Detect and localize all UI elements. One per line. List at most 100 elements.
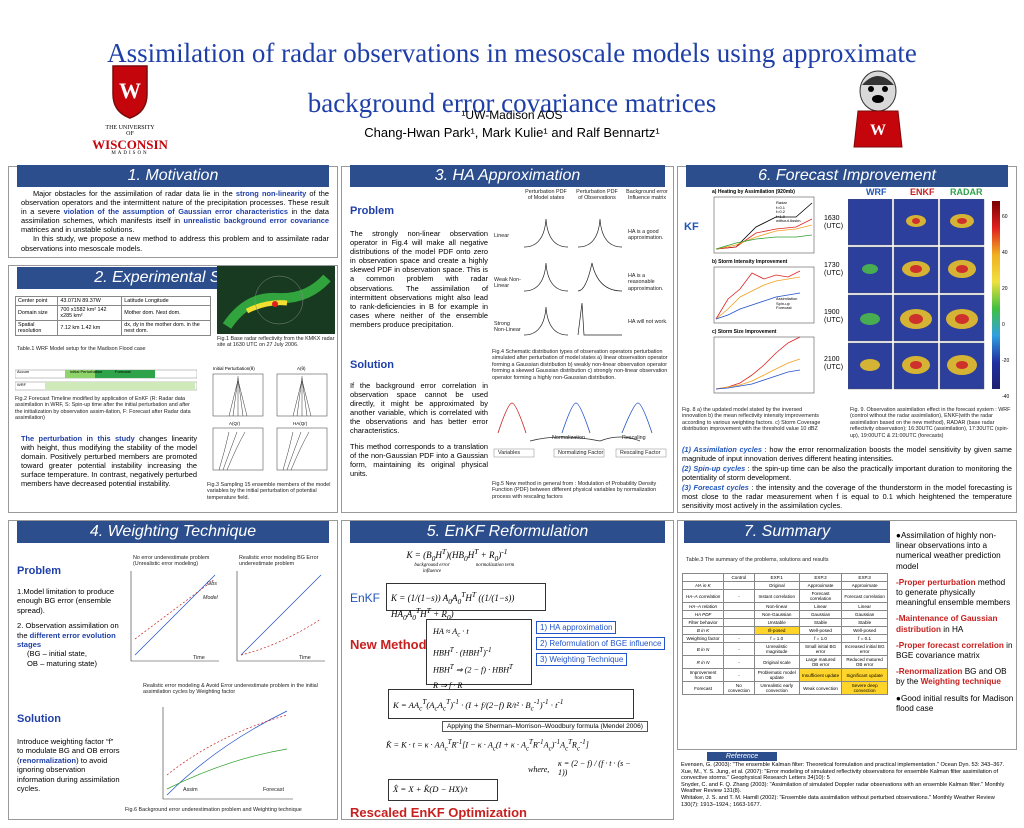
svg-text:W: W (119, 78, 141, 103)
pdf-distribution-figure: Perturbation PDF of Model states Perturb… (494, 189, 672, 347)
text-run: BG and OB by the (896, 667, 1007, 687)
logo-text-of: OF (126, 131, 134, 138)
table-cell: dx, dy in the mother dom. in the nest do… (121, 320, 211, 336)
reference-list: Evensen, G. (2003): "The ensemble Kalman… (681, 762, 1013, 808)
panel-label: a) Heating by Assimilation (920mb) (712, 189, 795, 195)
highlight-text: violation of the assumption of Gaussian … (63, 207, 288, 217)
table-cell (723, 626, 755, 635)
table-cell: Spatial resolution (14, 320, 59, 336)
solution-heading: Solution (17, 713, 61, 725)
column-label: Background error Influence matrix (626, 189, 668, 202)
table-row: B in K Ill-posed Well-posed Well-posed (681, 626, 888, 635)
mascot-badger-icon: W (848, 65, 908, 155)
table-row: Forecast No convection Unrealistic early c… (681, 681, 888, 695)
where-label: where, (528, 765, 550, 774)
fig9-caption: Fig. 9. Observation assimilation effect … (850, 407, 1011, 439)
axis-label: Time (299, 655, 311, 661)
text-run: : how the error renormalization boosts t… (682, 445, 1012, 464)
forecast-text: (1) Assimilation cycles : how the error … (682, 445, 1012, 511)
equation-label: normalization term (475, 563, 515, 568)
highlight-text: -Proper forecast correlation (896, 640, 1004, 650)
highlight-text: different error evolution stages (17, 630, 116, 650)
table-cell: Significant update (841, 668, 888, 682)
table-cell: Severe deep convection (841, 681, 888, 695)
highlight-text: The perturbation in this study (21, 434, 135, 443)
table-cell: Domain size (14, 305, 59, 321)
section-motivation: 1. Motivation Major obstacles for the as… (8, 165, 338, 258)
normalization-figure: Normalization Rescaling Variables Normal… (492, 393, 672, 479)
colorbar-tick: 60 (1002, 214, 1008, 220)
table-cell: Forecast correlation (841, 589, 888, 603)
table-cell: f = 1.0 (753, 634, 800, 643)
title-line-1: Assimilation of radar observations in me… (107, 38, 917, 68)
radar-reflectivity-image (217, 266, 335, 334)
table-row: B in N - Unrealistic magnitude Small initia… (681, 642, 888, 656)
axis-label: Assim (183, 787, 198, 793)
table-cell: HA–A relation (681, 602, 725, 611)
forecast-timeline-figure: Accum Initial Perturbation Forecast WRF (14, 368, 198, 394)
table-cell: Improvement from OB (681, 668, 725, 682)
table-cell: - (723, 655, 755, 669)
table-cell: Latitude Longitude (121, 296, 211, 306)
text-run: : the spin-up time can be also the pract… (682, 463, 1012, 483)
text-run: in HA (941, 624, 964, 634)
legend-item: Spin-up (776, 300, 790, 306)
table-cell: Original (753, 581, 800, 590)
text-run: matrices and in unstable solutions. (21, 225, 135, 235)
solution-paragraph: This method corresponds to a translation… (350, 441, 488, 478)
table-cell: HA–A correlation (681, 589, 725, 603)
kf-label: KF (684, 221, 699, 233)
time-value: 1900 (824, 309, 840, 316)
fig3-caption: Fig.3 Sampling 15 ensemble members of th… (207, 482, 331, 501)
table-cell: - (723, 668, 755, 682)
column-label: Perturbation PDF of Observations (576, 189, 618, 202)
highlight-text: -Proper perturbation (896, 577, 976, 587)
highlight-text: -Renormalization (896, 667, 963, 677)
table-cell: Forecast correlation (798, 589, 843, 603)
table-cell: Unstable (753, 618, 800, 627)
legend-item: Forecast (776, 305, 792, 311)
poster-title: Assimilation of radar observations in me… (0, 28, 1024, 128)
references-title: Reference (707, 752, 777, 761)
colorbar-tick: -40 (1002, 394, 1010, 400)
logo-text-university: THE UNIVERSITY (105, 125, 155, 131)
legend-item: without Assim. (776, 218, 802, 224)
table-row: R in N - Original scale Large matured OB er… (681, 655, 888, 669)
table-cell: Mother dom. Nest dom. (121, 305, 211, 321)
panel-label: A(θ) (297, 366, 306, 371)
fig5-label: Variables (498, 450, 521, 456)
table-cell: Ill-posed (753, 626, 800, 635)
table-cell: HA PDF (681, 610, 725, 619)
equation-label: background error influence (414, 563, 450, 574)
column-label: Perturbation PDF of Model states (525, 189, 567, 202)
rescaled-enkf-label: Rescaled EnKF Optimization (350, 805, 527, 820)
table-cell: Original scale (753, 655, 800, 669)
table-cell: Non-Gaussian (753, 610, 800, 619)
table-cell: Forecast (681, 681, 725, 695)
section-ha: 3. HA Approximation Problem The strongly… (341, 165, 674, 513)
table-cell: Approximate (798, 581, 843, 590)
reference-item: Evensen, G. (2003): "The ensemble Kalman… (681, 762, 1005, 768)
axis-label: Model (203, 595, 218, 601)
table-cell: R in N (681, 655, 725, 669)
text-run: changes linearity with height, thus modi… (21, 434, 198, 489)
section-title: 5. EnKF Reformulation (350, 521, 665, 543)
timeline-label: Initial Perturbation (70, 369, 103, 374)
table-cell (723, 602, 755, 611)
sherman-note: Applying the Sherman–Morrison–Woodbury f… (442, 721, 648, 732)
motivation-paragraph-2: In this study, we propose a new method t… (21, 234, 329, 253)
timeline-label: WRF (17, 382, 27, 387)
map-time-label: 2100 (UTC) (824, 356, 843, 372)
tag-ha-approximation: 1) HA approximation (536, 621, 617, 634)
table-cell: Small initial BG error (798, 642, 843, 656)
section-weighting: 4. Weighting Technique Problem 1.Model l… (8, 520, 338, 820)
text-run: in the data assimilation schemes, which … (21, 207, 329, 226)
equation-approximations: HA ≈ Ac · t HBHT · (HBHT)-1 HBHT ⇒ (2 − … (426, 619, 532, 690)
svg-text:W: W (870, 122, 886, 139)
table-cell: Reduced matured OB error (841, 655, 888, 669)
colorbar-ticks: 60 40 20 0 -20 -40 (1002, 199, 1009, 415)
table-cell: Problematic model update (753, 668, 800, 682)
logo-text-madison: MADISON (111, 151, 149, 157)
summary-bullet: ●Assimilation of highly non-linear obser… (896, 531, 1001, 571)
table-cell: Stable (798, 618, 843, 627)
